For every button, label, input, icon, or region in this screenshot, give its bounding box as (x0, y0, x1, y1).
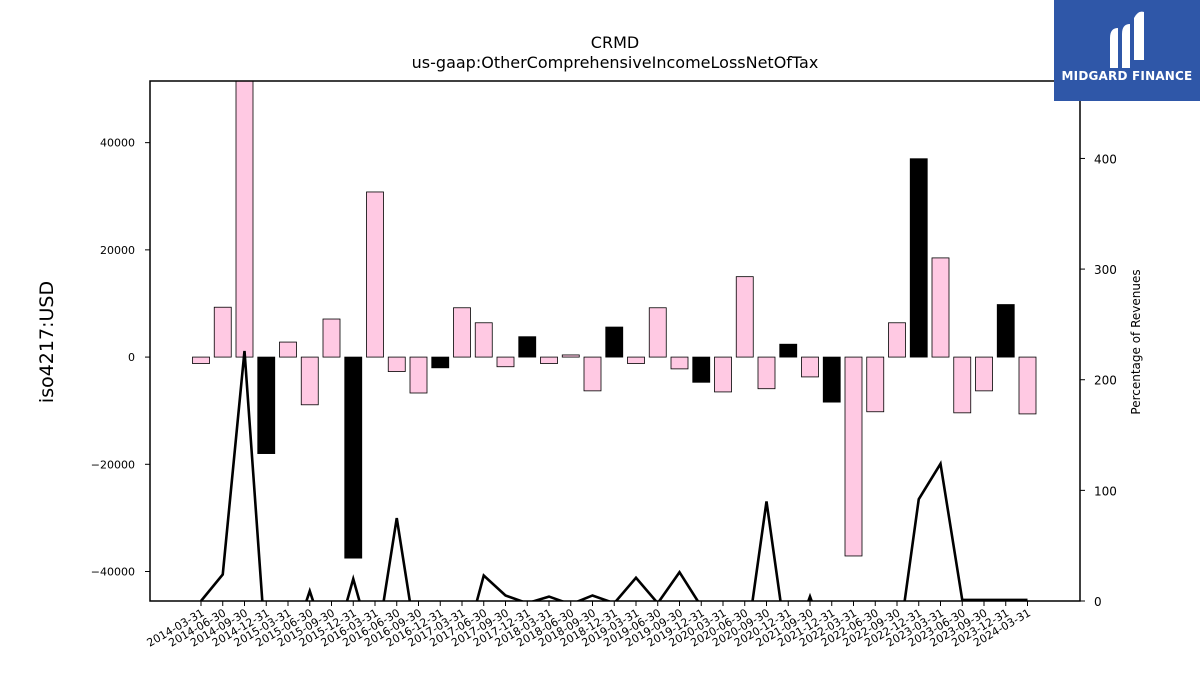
bar (953, 356, 972, 414)
y-tick-label: 40000 (100, 137, 135, 150)
bar (279, 341, 297, 358)
chart-title: CRMD (591, 33, 639, 52)
bar (844, 356, 863, 557)
chart-subtitle: us-gaap:OtherComprehensiveIncomeLossNetO… (412, 53, 819, 72)
bar (387, 356, 406, 372)
y-axis-label: iso4217:USD (36, 281, 58, 403)
bar (583, 356, 602, 392)
bar (779, 343, 798, 358)
y-tick-label: 0 (128, 351, 135, 364)
bar (909, 158, 928, 358)
plot-frame (149, 80, 1081, 602)
axes: −40000−200000200004000001002003004002014… (91, 80, 1117, 650)
bar (496, 356, 515, 368)
bar (344, 356, 363, 559)
logo: MIDGARD FINANCE (1054, 0, 1200, 101)
y-right-tick-label: 200 (1094, 374, 1117, 388)
bar (540, 356, 558, 364)
bar (213, 306, 232, 358)
bar-group (192, 81, 1037, 559)
bar (975, 356, 993, 392)
bar (670, 356, 689, 370)
bar (257, 356, 276, 454)
y-tick-label: −20000 (91, 458, 135, 471)
bar (235, 81, 254, 358)
logo-mark-icon (1110, 11, 1144, 68)
bar (648, 307, 667, 358)
bar (1018, 356, 1037, 415)
bar (300, 356, 319, 406)
bar (931, 257, 950, 358)
bar (996, 304, 1015, 358)
bar (822, 356, 841, 403)
y-right-tick-label: 300 (1094, 263, 1117, 277)
y-right-tick-label: 100 (1094, 484, 1117, 498)
bar (431, 356, 450, 369)
bar (409, 356, 428, 394)
bar (692, 356, 711, 383)
bar (561, 354, 580, 358)
bar (453, 307, 471, 358)
bar (757, 356, 776, 390)
bar (714, 356, 732, 393)
bar (474, 322, 493, 358)
bar (518, 336, 537, 358)
bar (627, 356, 645, 364)
bar (366, 191, 384, 358)
bar (735, 276, 754, 358)
bar (192, 356, 210, 364)
bar (866, 356, 885, 413)
bar (888, 322, 906, 358)
bar (801, 356, 819, 378)
y-tick-label: −40000 (91, 566, 135, 579)
bar (605, 326, 624, 358)
y-right-tick-label: 0 (1094, 595, 1102, 609)
bar (322, 318, 341, 358)
y-right-tick-label: 400 (1094, 152, 1117, 166)
y-axis-right-label: Percentage of Revenues (1129, 269, 1143, 414)
logo-text: MIDGARD FINANCE (1061, 69, 1193, 83)
y-tick-label: 20000 (100, 244, 135, 257)
